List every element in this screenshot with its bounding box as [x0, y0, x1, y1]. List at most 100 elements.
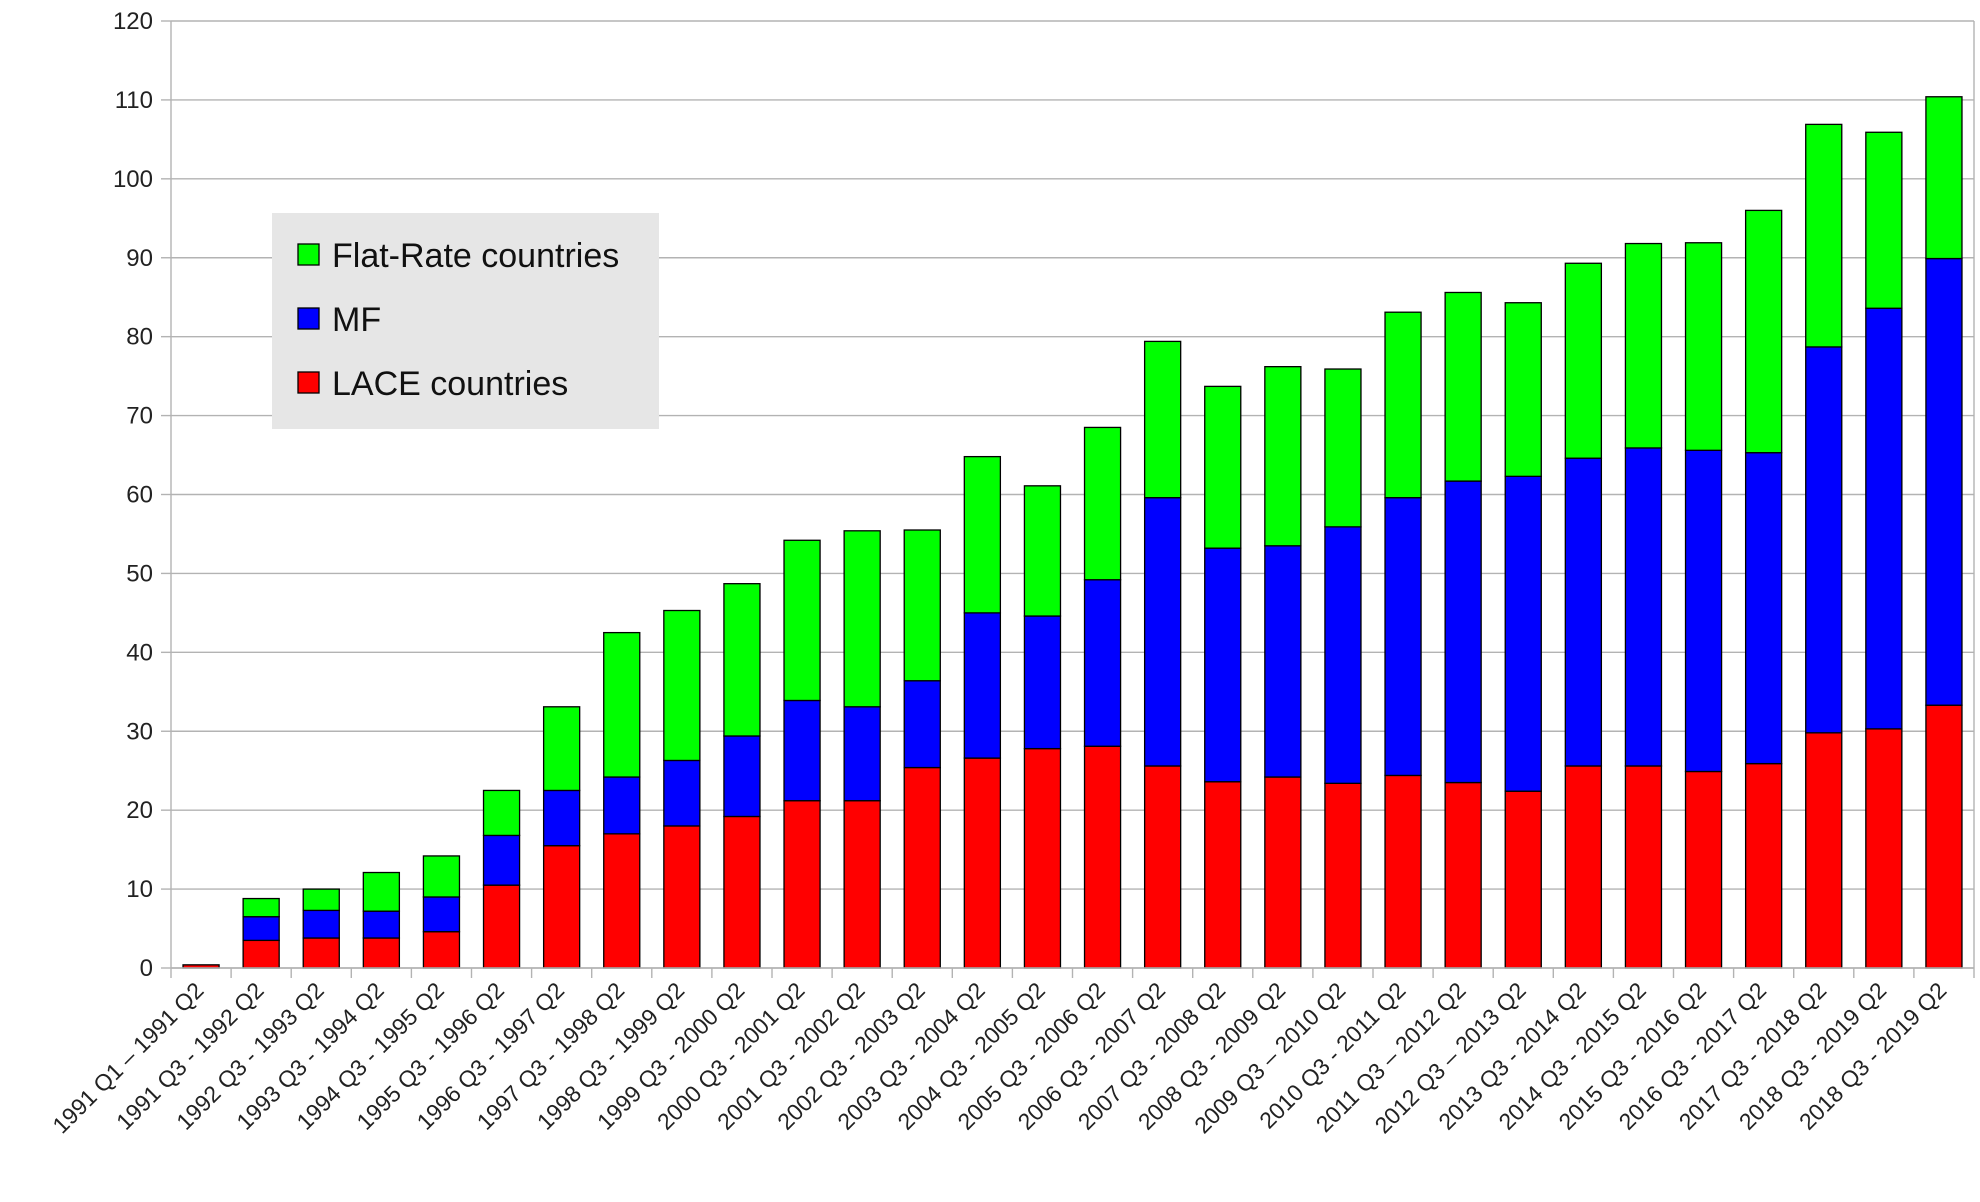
- bar-segment-flat-rate-countries: [1384, 311, 1422, 499]
- legend-swatch: [297, 243, 320, 266]
- bar-segment-lace-countries: [302, 937, 340, 969]
- bar-segment-flat-rate-countries: [242, 897, 280, 918]
- y-tick-label: 40: [126, 639, 153, 666]
- bar-segment-lace-countries: [1865, 728, 1903, 969]
- legend-label: Flat-Rate countries: [332, 237, 619, 275]
- legend-swatch: [297, 371, 320, 394]
- bar-segment-mf: [422, 896, 461, 933]
- bar-segment-mf: [1865, 307, 1903, 730]
- bar-segment-flat-rate-countries: [603, 631, 641, 778]
- bar-segment-lace-countries: [1324, 782, 1362, 969]
- bar-segment-lace-countries: [1143, 765, 1182, 969]
- bar-segment-flat-rate-countries: [362, 871, 401, 912]
- bar-segment-mf: [963, 612, 1002, 759]
- bar-segment-lace-countries: [1805, 732, 1843, 969]
- bar-segment-mf: [1925, 257, 1963, 706]
- bar-segment-flat-rate-countries: [1744, 209, 1783, 454]
- bar-segment-mf: [1143, 497, 1182, 767]
- y-tick-label: 120: [113, 8, 153, 35]
- bar-segment-mf: [903, 680, 941, 769]
- bar-segment-lace-countries: [1083, 745, 1122, 969]
- bar-segment-lace-countries: [1564, 765, 1603, 969]
- bar-segment-lace-countries: [482, 884, 521, 969]
- bar-segment-mf: [1805, 346, 1843, 734]
- bar-segment-mf: [542, 789, 581, 847]
- legend-swatch: [297, 307, 320, 330]
- bar-segment-flat-rate-countries: [422, 855, 461, 898]
- bar-segment-lace-countries: [603, 833, 641, 969]
- bar-segment-flat-rate-countries: [1504, 302, 1542, 477]
- bar-segment-mf: [362, 910, 401, 939]
- bar-segment-mf: [1023, 615, 1062, 750]
- legend-box: [272, 213, 659, 429]
- bar-segment-flat-rate-countries: [1444, 291, 1482, 482]
- bar-segment-flat-rate-countries: [482, 789, 521, 837]
- bar-segment-mf: [482, 834, 521, 886]
- bar-segment-mf: [1324, 526, 1362, 784]
- bar-segment-flat-rate-countries: [783, 539, 821, 702]
- bar-segment-mf: [1444, 480, 1482, 784]
- bar-segment-flat-rate-countries: [903, 529, 941, 682]
- bar-segment-lace-countries: [663, 825, 701, 969]
- bar-segment-flat-rate-countries: [1925, 96, 1963, 260]
- y-tick-label: 10: [126, 876, 153, 903]
- bar-segment-flat-rate-countries: [843, 530, 881, 708]
- y-axis-tick-labels: 0 10 20 30 40 50 60 70 80 90 100 110 120: [113, 8, 153, 982]
- bar-segment-mf: [783, 699, 821, 802]
- y-tick-label: 80: [126, 324, 153, 351]
- bar-segment-mf: [302, 909, 340, 939]
- bar-segment-lace-countries: [903, 766, 941, 969]
- bar-segment-lace-countries: [723, 815, 761, 969]
- bar-segment-mf: [1624, 447, 1663, 767]
- y-tick-label: 100: [113, 166, 153, 193]
- bar-segment-mf: [1264, 545, 1302, 778]
- axes: [161, 20, 1975, 978]
- bar-segment-flat-rate-countries: [963, 455, 1002, 614]
- bar-segment-flat-rate-countries: [302, 888, 340, 912]
- y-tick-label: 90: [126, 245, 153, 272]
- bar-segment-flat-rate-countries: [1865, 131, 1903, 309]
- y-tick-label: 20: [126, 797, 153, 824]
- bar-segment-flat-rate-countries: [723, 583, 761, 737]
- bar-segment-flat-rate-countries: [1564, 262, 1603, 459]
- bar-series: [182, 96, 1963, 969]
- bar-segment-mf: [723, 735, 761, 818]
- bar-segment-lace-countries: [1384, 774, 1422, 969]
- bar-segment-lace-countries: [1504, 790, 1542, 969]
- y-tick-label: 0: [140, 955, 153, 982]
- bar-segment-mf: [242, 916, 280, 942]
- bar-segment-lace-countries: [542, 845, 581, 969]
- y-tick-label: 30: [126, 718, 153, 745]
- bar-segment-mf: [1384, 497, 1422, 777]
- y-tick-label: 50: [126, 560, 153, 587]
- bar-segment-flat-rate-countries: [1143, 340, 1182, 499]
- bar-segment-flat-rate-countries: [1023, 485, 1062, 617]
- bar-segment-lace-countries: [1925, 704, 1963, 969]
- bar-segment-lace-countries: [1264, 776, 1302, 969]
- y-tick-label: 60: [126, 482, 153, 509]
- bar-segment-lace-countries: [1023, 747, 1062, 969]
- bar-segment-lace-countries: [1744, 762, 1783, 969]
- bar-segment-lace-countries: [783, 800, 821, 969]
- bar-segment-mf: [1744, 452, 1783, 765]
- bar-segment-lace-countries: [422, 931, 461, 969]
- bar-segment-lace-countries: [242, 939, 280, 969]
- legend-label: LACE countries: [332, 365, 568, 403]
- bar-segment-mf: [1684, 449, 1723, 773]
- bar-segment-lace-countries: [963, 757, 1002, 969]
- bar-segment-mf: [1083, 579, 1122, 747]
- y-tick-label: 70: [126, 403, 153, 430]
- bar-segment-lace-countries: [1624, 765, 1663, 969]
- bar-segment-lace-countries: [1204, 781, 1242, 969]
- bar-segment-mf: [663, 759, 701, 827]
- bar-segment-flat-rate-countries: [1204, 385, 1242, 549]
- bar-segment-flat-rate-countries: [1684, 242, 1723, 451]
- bar-segment-flat-rate-countries: [1324, 368, 1362, 528]
- bar-segment-flat-rate-countries: [1264, 366, 1302, 547]
- bar-segment-flat-rate-countries: [1624, 242, 1663, 449]
- legend: Flat-Rate countries MF LACE countries: [272, 213, 659, 429]
- bar-segment-flat-rate-countries: [1805, 123, 1843, 348]
- bar-segment-lace-countries: [1684, 770, 1723, 969]
